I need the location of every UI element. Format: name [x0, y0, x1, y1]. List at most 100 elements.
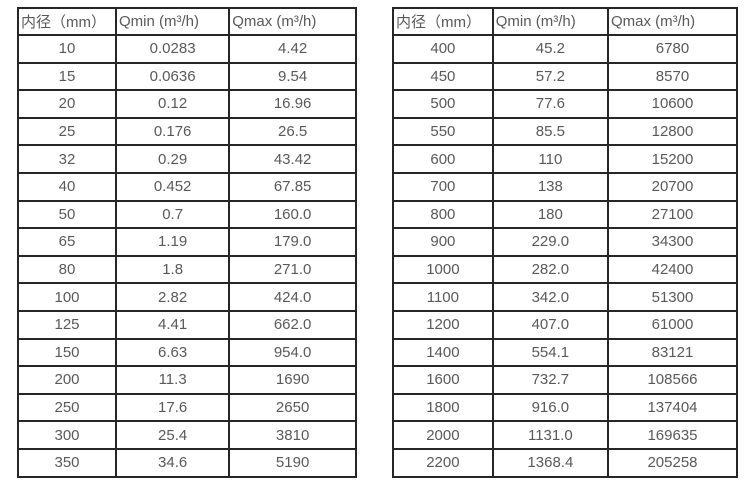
table-cell: 550 — [392, 116, 494, 147]
table-cell: 179.0 — [228, 227, 357, 257]
table-cell: 100 — [16, 282, 118, 312]
table-cell: 282.0 — [491, 254, 609, 285]
table-cell: 43.42 — [228, 144, 357, 174]
table-cell: 450 — [392, 61, 494, 92]
table-cell: 34.6 — [115, 447, 231, 478]
table-row: 900 229.0 34300 — [392, 227, 739, 257]
table-cell: 2.82 — [115, 282, 231, 312]
table-cell: 407.0 — [491, 309, 609, 340]
table-row: 1000 282.0 42400 — [392, 254, 739, 285]
table-row: 15 0.0636 9.54 — [16, 61, 357, 92]
table-row: 10 0.0283 4.42 — [16, 34, 357, 64]
table-cell: 0.12 — [115, 89, 231, 119]
table-cell: 916.0 — [491, 392, 609, 423]
table-cell: 61000 — [606, 309, 739, 340]
table-cell: 1000 — [392, 254, 494, 285]
table-cell: 800 — [392, 199, 494, 230]
table-cell: 20700 — [606, 171, 739, 202]
table-cell: 110 — [491, 144, 609, 174]
table-cell: 6780 — [606, 34, 739, 64]
table-cell: 205258 — [606, 447, 739, 478]
table-cell: 65 — [16, 227, 118, 257]
table-cell: 15 — [16, 61, 118, 92]
table-cell: 0.0283 — [115, 34, 231, 64]
table-cell: 17.6 — [115, 392, 231, 423]
table-cell: 350 — [16, 447, 118, 478]
table-cell: 169635 — [606, 420, 739, 450]
table-row: 1600 732.7 108566 — [392, 365, 739, 395]
table-cell: 2000 — [392, 420, 494, 450]
table-cell: 10 — [16, 34, 118, 64]
table-cell: 42400 — [606, 254, 739, 285]
table-cell: 1800 — [392, 392, 494, 423]
table-cell: 77.6 — [491, 89, 609, 119]
table-row: 300 25.4 3810 — [16, 420, 357, 450]
table-body: 10 0.0283 4.42 15 0.0636 9.54 20 0.12 16.96 25 0.1… — [16, 34, 357, 478]
table-row: 40 0.452 67.85 — [16, 171, 357, 202]
table-cell: 85.5 — [491, 116, 609, 147]
table-cell: 4.41 — [115, 309, 231, 340]
table-row: 150 6.63 954.0 — [16, 337, 357, 368]
table-cell: 732.7 — [491, 365, 609, 395]
table-row: 400 45.2 6780 — [392, 34, 739, 64]
table-row: 700 138 20700 — [392, 171, 739, 202]
table-cell: 1.8 — [115, 254, 231, 285]
table-row: 2000 1131.0 169635 — [392, 420, 739, 450]
table-cell: 0.0636 — [115, 61, 231, 92]
table-cell: 1131.0 — [491, 420, 609, 450]
table-row: 65 1.19 179.0 — [16, 227, 357, 257]
table-row: 80 1.8 271.0 — [16, 254, 357, 285]
table-cell: 1368.4 — [491, 447, 609, 478]
table-cell: 20 — [16, 89, 118, 119]
table-cell: 900 — [392, 227, 494, 257]
table-cell: 80 — [16, 254, 118, 285]
table-body: 400 45.2 6780 450 57.2 8570 500 77.6 10600 550 85.… — [392, 34, 739, 478]
table-cell: 229.0 — [491, 227, 609, 257]
table-cell: 34300 — [606, 227, 739, 257]
table-cell: 27100 — [606, 199, 739, 230]
table-cell: 2650 — [228, 392, 357, 423]
table-cell: 0.176 — [115, 116, 231, 147]
table-cell: 1400 — [392, 337, 494, 368]
table-cell: 954.0 — [228, 337, 357, 368]
table-cell: 0.29 — [115, 144, 231, 174]
table-cell: 400 — [392, 34, 494, 64]
table-cell: 424.0 — [228, 282, 357, 312]
table-cell: 1200 — [392, 309, 494, 340]
table-cell: 200 — [16, 365, 118, 395]
table-row: 50 0.7 160.0 — [16, 199, 357, 230]
col-header-diameter: 内径（mm） — [16, 7, 118, 36]
table-row: 200 11.3 1690 — [16, 365, 357, 395]
flow-table-large-diameters: 内径（mm） Qmin (m³/h) Qmax (m³/h) 400 45.2 67… — [392, 7, 739, 478]
header-row: 内径（mm） Qmin (m³/h) Qmax (m³/h) — [392, 7, 739, 36]
table-cell: 25 — [16, 116, 118, 147]
table-cell: 4.42 — [228, 34, 357, 64]
table-row: 2200 1368.4 205258 — [392, 447, 739, 478]
table-row: 100 2.82 424.0 — [16, 282, 357, 312]
table-cell: 8570 — [606, 61, 739, 92]
table-cell: 0.7 — [115, 199, 231, 230]
table-cell: 51300 — [606, 282, 739, 312]
table-cell: 600 — [392, 144, 494, 174]
flow-table-small-diameters: 内径（mm） Qmin (m³/h) Qmax (m³/h) 10 0.0283 4… — [16, 7, 357, 478]
col-header-qmin: Qmin (m³/h) — [491, 7, 609, 36]
table-cell: 9.54 — [228, 61, 357, 92]
col-header-qmax: Qmax (m³/h) — [228, 7, 357, 36]
table-cell: 3810 — [228, 420, 357, 450]
table-cell: 26.5 — [228, 116, 357, 147]
table-row: 1400 554.1 83121 — [392, 337, 739, 368]
table-cell: 137404 — [606, 392, 739, 423]
table-cell: 700 — [392, 171, 494, 202]
table-cell: 5190 — [228, 447, 357, 478]
col-header-qmax: Qmax (m³/h) — [606, 7, 739, 36]
table-row: 550 85.5 12800 — [392, 116, 739, 147]
table-cell: 83121 — [606, 337, 739, 368]
table-row: 20 0.12 16.96 — [16, 89, 357, 119]
table-row: 250 17.6 2650 — [16, 392, 357, 423]
table-cell: 125 — [16, 309, 118, 340]
header-row: 内径（mm） Qmin (m³/h) Qmax (m³/h) — [16, 7, 357, 36]
table-cell: 500 — [392, 89, 494, 119]
table-row: 32 0.29 43.42 — [16, 144, 357, 174]
col-header-qmin: Qmin (m³/h) — [115, 7, 231, 36]
table-cell: 15200 — [606, 144, 739, 174]
